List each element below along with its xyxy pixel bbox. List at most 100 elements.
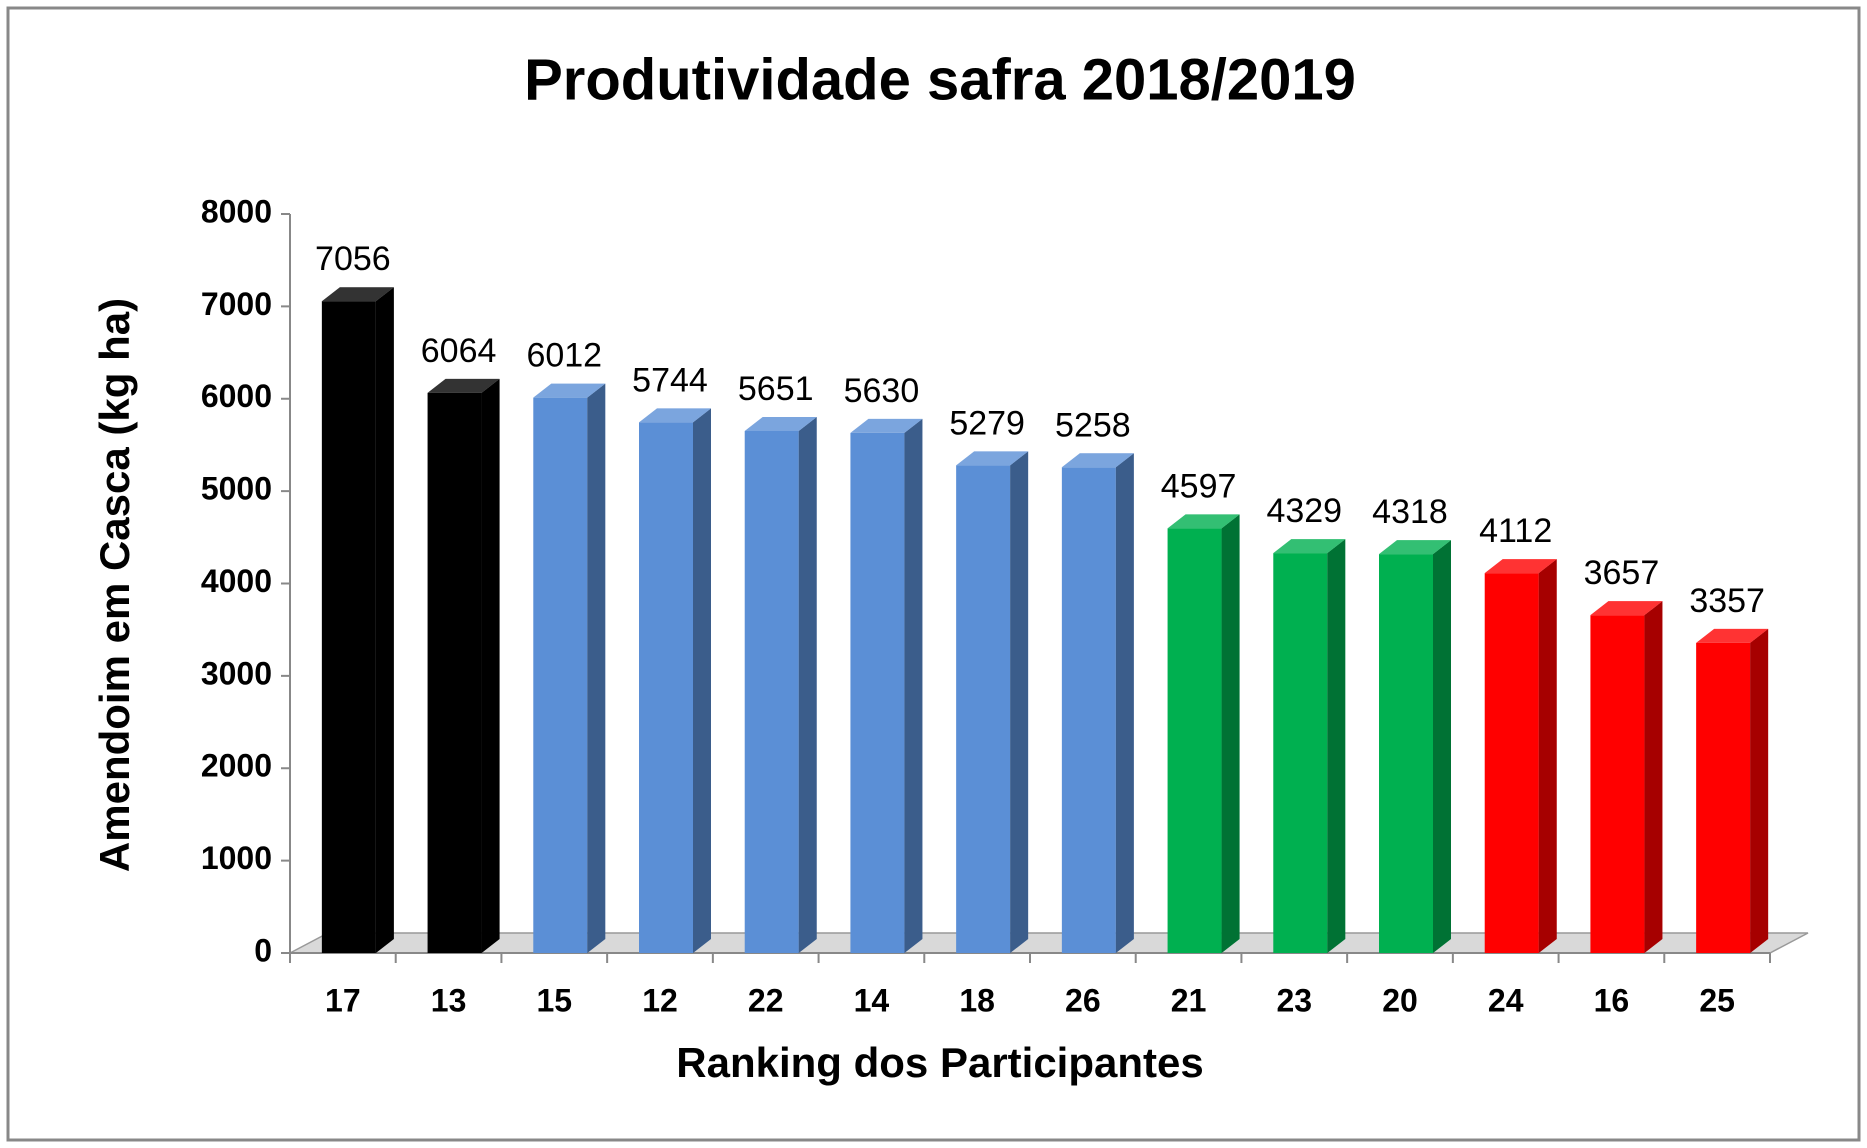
bar-top-shade [1061, 453, 1134, 468]
bar-top [1590, 601, 1663, 616]
x-axis-title: Ranking dos Participantes [676, 1039, 1203, 1086]
value-label: 4597 [1161, 467, 1237, 505]
bar-side-shade [1115, 453, 1134, 953]
bar [321, 301, 376, 953]
bar-side [481, 378, 500, 953]
bar-top [1167, 514, 1240, 529]
bar-side-shade [375, 287, 394, 953]
bar-side-shade [1010, 451, 1029, 953]
value-label: 5279 [949, 404, 1025, 442]
y-tick-label: 4000 [201, 563, 272, 599]
bar-top-shade [427, 378, 500, 393]
x-tick-label: 12 [642, 982, 678, 1018]
bar-top-shade [1379, 540, 1451, 555]
x-tick-label: 20 [1382, 982, 1418, 1018]
x-tick-label: 18 [959, 982, 995, 1018]
bar-side-shade [1433, 540, 1451, 953]
bar-top [956, 451, 1029, 466]
bar-side-shade [481, 378, 500, 953]
bar-side-shade [587, 383, 606, 954]
bar-side [1644, 601, 1663, 953]
bar-side [587, 383, 606, 954]
bar-side-shade [1644, 601, 1663, 953]
bar-side [1433, 540, 1451, 953]
bar-top [1061, 453, 1134, 468]
bar-side-shade [1538, 559, 1557, 953]
bar-side-shade [693, 408, 711, 953]
x-tick-label: 16 [1594, 982, 1630, 1018]
x-tick-label: 14 [854, 982, 890, 1018]
x-tick-label: 21 [1171, 982, 1207, 1018]
bar [850, 432, 905, 954]
bar [427, 392, 482, 953]
bar-top-shade [639, 408, 711, 423]
y-tick-label: 7000 [201, 286, 272, 322]
bar-side [375, 287, 394, 953]
bar-top-shade [956, 451, 1029, 466]
bar-top [1696, 628, 1769, 643]
bar-side [1538, 559, 1557, 953]
bar [639, 422, 693, 953]
bar-top-shade [1167, 514, 1240, 529]
bar [1696, 642, 1751, 953]
bar-side [1115, 453, 1134, 953]
value-label: 5651 [738, 370, 814, 408]
bar-top-shade [744, 416, 817, 431]
bar-side-shade [1750, 628, 1769, 953]
bar-side [798, 416, 817, 953]
x-tick-label: 26 [1065, 982, 1101, 1018]
y-tick-label: 0 [254, 932, 272, 968]
x-tick-label: 22 [748, 982, 784, 1018]
bar-side [1750, 628, 1769, 953]
value-label: 5630 [844, 372, 920, 410]
bar-top-shade [1273, 539, 1346, 554]
bar-top [1484, 559, 1557, 574]
value-label: 4329 [1266, 492, 1342, 530]
bar-side [1221, 514, 1240, 953]
x-tick-label: 23 [1276, 982, 1312, 1018]
y-tick-label: 1000 [201, 840, 272, 876]
bar-side [693, 408, 711, 953]
bar-top [1273, 539, 1346, 554]
x-tick-label: 24 [1488, 982, 1524, 1018]
chart-title: Produtividade safra 2018/2019 [524, 47, 1356, 112]
bar-side [904, 418, 923, 954]
x-tick-label: 25 [1699, 982, 1735, 1018]
bar-side-shade [1221, 514, 1240, 953]
bar-top [639, 408, 711, 423]
bar-top-shade [1484, 559, 1557, 574]
bar [1273, 553, 1328, 953]
x-tick-label: 13 [431, 982, 467, 1018]
bar-top [744, 416, 817, 431]
x-tick-label: 15 [536, 982, 572, 1018]
bar [1484, 573, 1539, 953]
bar-top-shade [850, 418, 923, 433]
bar-side [1327, 539, 1346, 953]
value-label: 3357 [1689, 582, 1765, 620]
floor [289, 932, 1809, 954]
bar-top [850, 418, 923, 433]
value-label: 4112 [1479, 512, 1552, 550]
bar-side-shade [1327, 539, 1346, 953]
bar-top [1379, 540, 1451, 555]
y-tick-label: 8000 [201, 193, 272, 229]
bar-top-shade [1696, 628, 1769, 643]
bar [1167, 528, 1222, 953]
value-label: 6012 [526, 337, 602, 375]
bar [956, 465, 1011, 953]
value-label: 5258 [1055, 406, 1131, 444]
y-axis-title: Amendoim em Casca (kg ha) [91, 298, 138, 872]
bar-top-shade [533, 383, 606, 398]
value-label: 6064 [421, 332, 497, 370]
bar-side-shade [904, 418, 923, 954]
y-tick-label: 5000 [201, 471, 272, 507]
value-label: 5744 [632, 361, 708, 399]
bar [744, 430, 799, 953]
bar [1061, 467, 1116, 953]
bar-top-shade [1590, 601, 1663, 616]
bar-side-shade [798, 416, 817, 953]
bar-top [321, 287, 394, 302]
value-label: 4318 [1372, 493, 1448, 531]
y-tick-label: 3000 [201, 655, 272, 691]
